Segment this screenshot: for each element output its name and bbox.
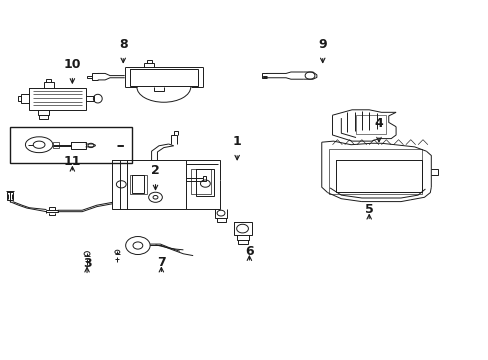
Bar (355, 115, 386, 134)
Text: 11: 11 (63, 155, 81, 168)
Text: 2: 2 (151, 164, 160, 177)
Text: 4: 4 (374, 117, 383, 130)
Bar (10, 127, 132, 163)
Bar (53, 142, 59, 148)
Text: 1: 1 (232, 135, 241, 148)
Bar (328, 149, 421, 194)
Bar (129, 175, 146, 194)
Text: 7: 7 (157, 256, 165, 269)
Text: 10: 10 (63, 58, 81, 71)
Text: 5: 5 (364, 203, 373, 216)
Text: 6: 6 (244, 245, 253, 258)
Text: 3: 3 (82, 257, 91, 270)
Text: 8: 8 (119, 38, 127, 51)
Text: 9: 9 (318, 38, 326, 51)
Bar (190, 169, 211, 194)
